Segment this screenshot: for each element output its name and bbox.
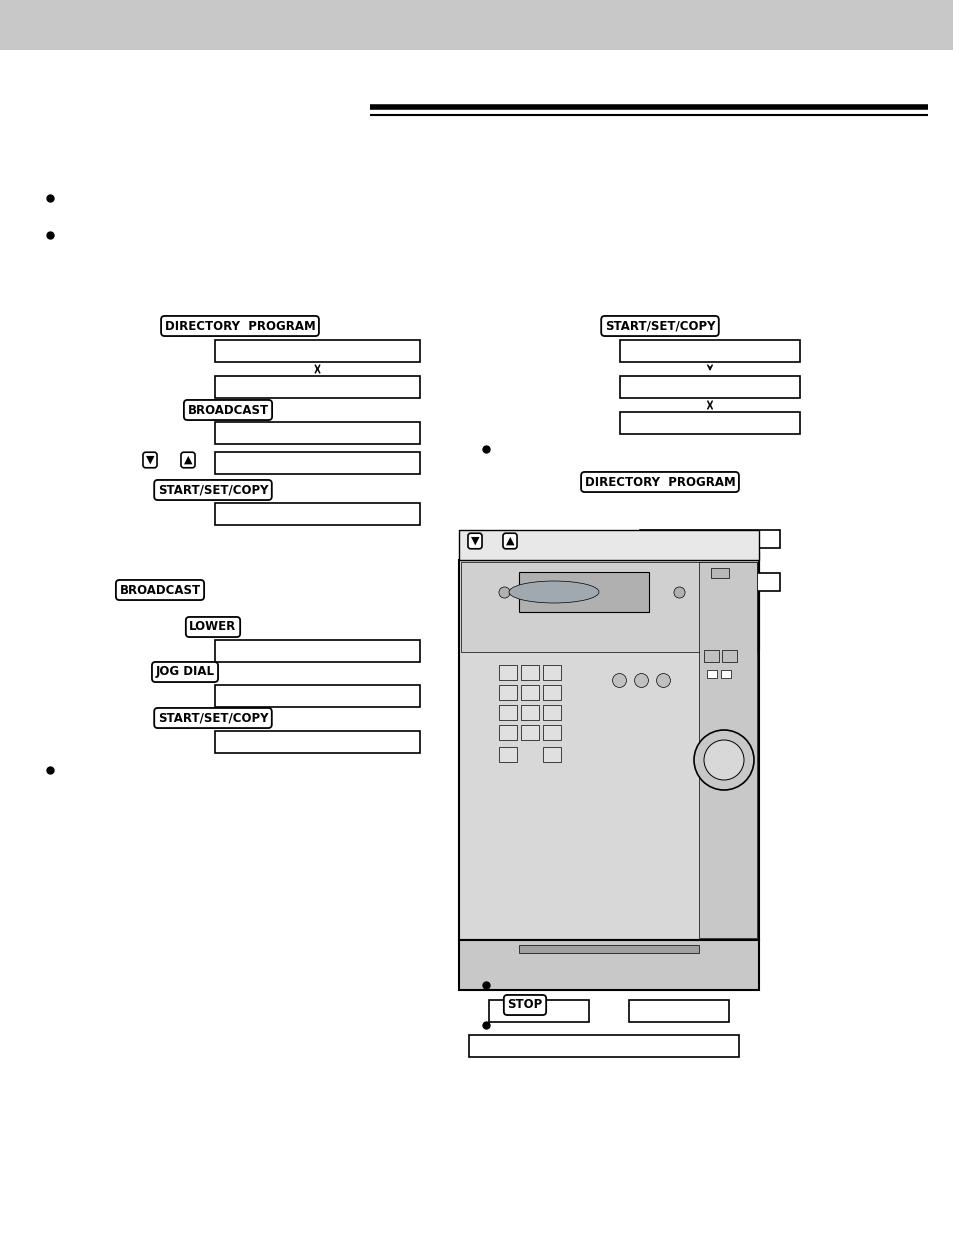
Bar xyxy=(542,747,560,762)
Bar xyxy=(498,664,517,680)
Bar xyxy=(214,731,419,753)
Ellipse shape xyxy=(509,580,598,603)
Bar xyxy=(542,725,560,740)
Bar xyxy=(706,671,717,678)
Bar xyxy=(498,747,517,762)
Bar xyxy=(518,945,699,953)
Bar xyxy=(498,725,517,740)
Bar xyxy=(498,705,517,720)
Bar xyxy=(542,685,560,700)
Text: ▲: ▲ xyxy=(505,536,514,546)
Text: START/SET/COPY: START/SET/COPY xyxy=(157,483,268,496)
Bar xyxy=(0,0,953,49)
Bar xyxy=(520,725,538,740)
Bar xyxy=(639,530,780,548)
Text: DIRECTORY  PROGRAM: DIRECTORY PROGRAM xyxy=(584,475,735,489)
Text: DIRECTORY  PROGRAM: DIRECTORY PROGRAM xyxy=(165,320,315,332)
Bar xyxy=(639,573,780,592)
Text: ▼: ▼ xyxy=(146,454,154,466)
Text: JOG DIAL: JOG DIAL xyxy=(155,666,214,678)
Text: START/SET/COPY: START/SET/COPY xyxy=(604,320,715,332)
Bar xyxy=(498,685,517,700)
Bar xyxy=(214,640,419,662)
Bar xyxy=(520,685,538,700)
Text: START/SET/COPY: START/SET/COPY xyxy=(157,711,268,725)
Text: BROADCAST: BROADCAST xyxy=(119,583,200,597)
Text: ▲: ▲ xyxy=(184,454,193,466)
Bar xyxy=(489,1000,588,1023)
Bar xyxy=(542,664,560,680)
Bar xyxy=(214,422,419,445)
Bar xyxy=(619,340,800,362)
Text: ▼: ▼ xyxy=(470,536,478,546)
Bar xyxy=(469,1035,739,1057)
Bar xyxy=(520,705,538,720)
Bar xyxy=(720,671,730,678)
Bar xyxy=(460,562,757,652)
Text: BROADCAST: BROADCAST xyxy=(187,404,269,416)
Bar xyxy=(710,568,728,578)
Bar xyxy=(619,375,800,398)
Bar xyxy=(520,664,538,680)
Bar xyxy=(458,559,759,940)
Bar xyxy=(458,530,759,559)
Bar xyxy=(699,562,757,939)
Bar xyxy=(518,572,648,613)
Bar xyxy=(214,503,419,525)
Bar xyxy=(619,412,800,433)
Ellipse shape xyxy=(693,730,753,790)
Bar xyxy=(703,650,719,662)
Text: STOP: STOP xyxy=(507,999,542,1011)
Ellipse shape xyxy=(703,740,743,781)
Bar xyxy=(458,940,759,990)
Bar xyxy=(214,375,419,398)
Bar xyxy=(214,685,419,706)
Bar xyxy=(214,452,419,474)
Bar xyxy=(214,340,419,362)
Bar xyxy=(721,650,737,662)
Text: LOWER: LOWER xyxy=(190,620,236,634)
Bar xyxy=(628,1000,728,1023)
Bar xyxy=(542,705,560,720)
